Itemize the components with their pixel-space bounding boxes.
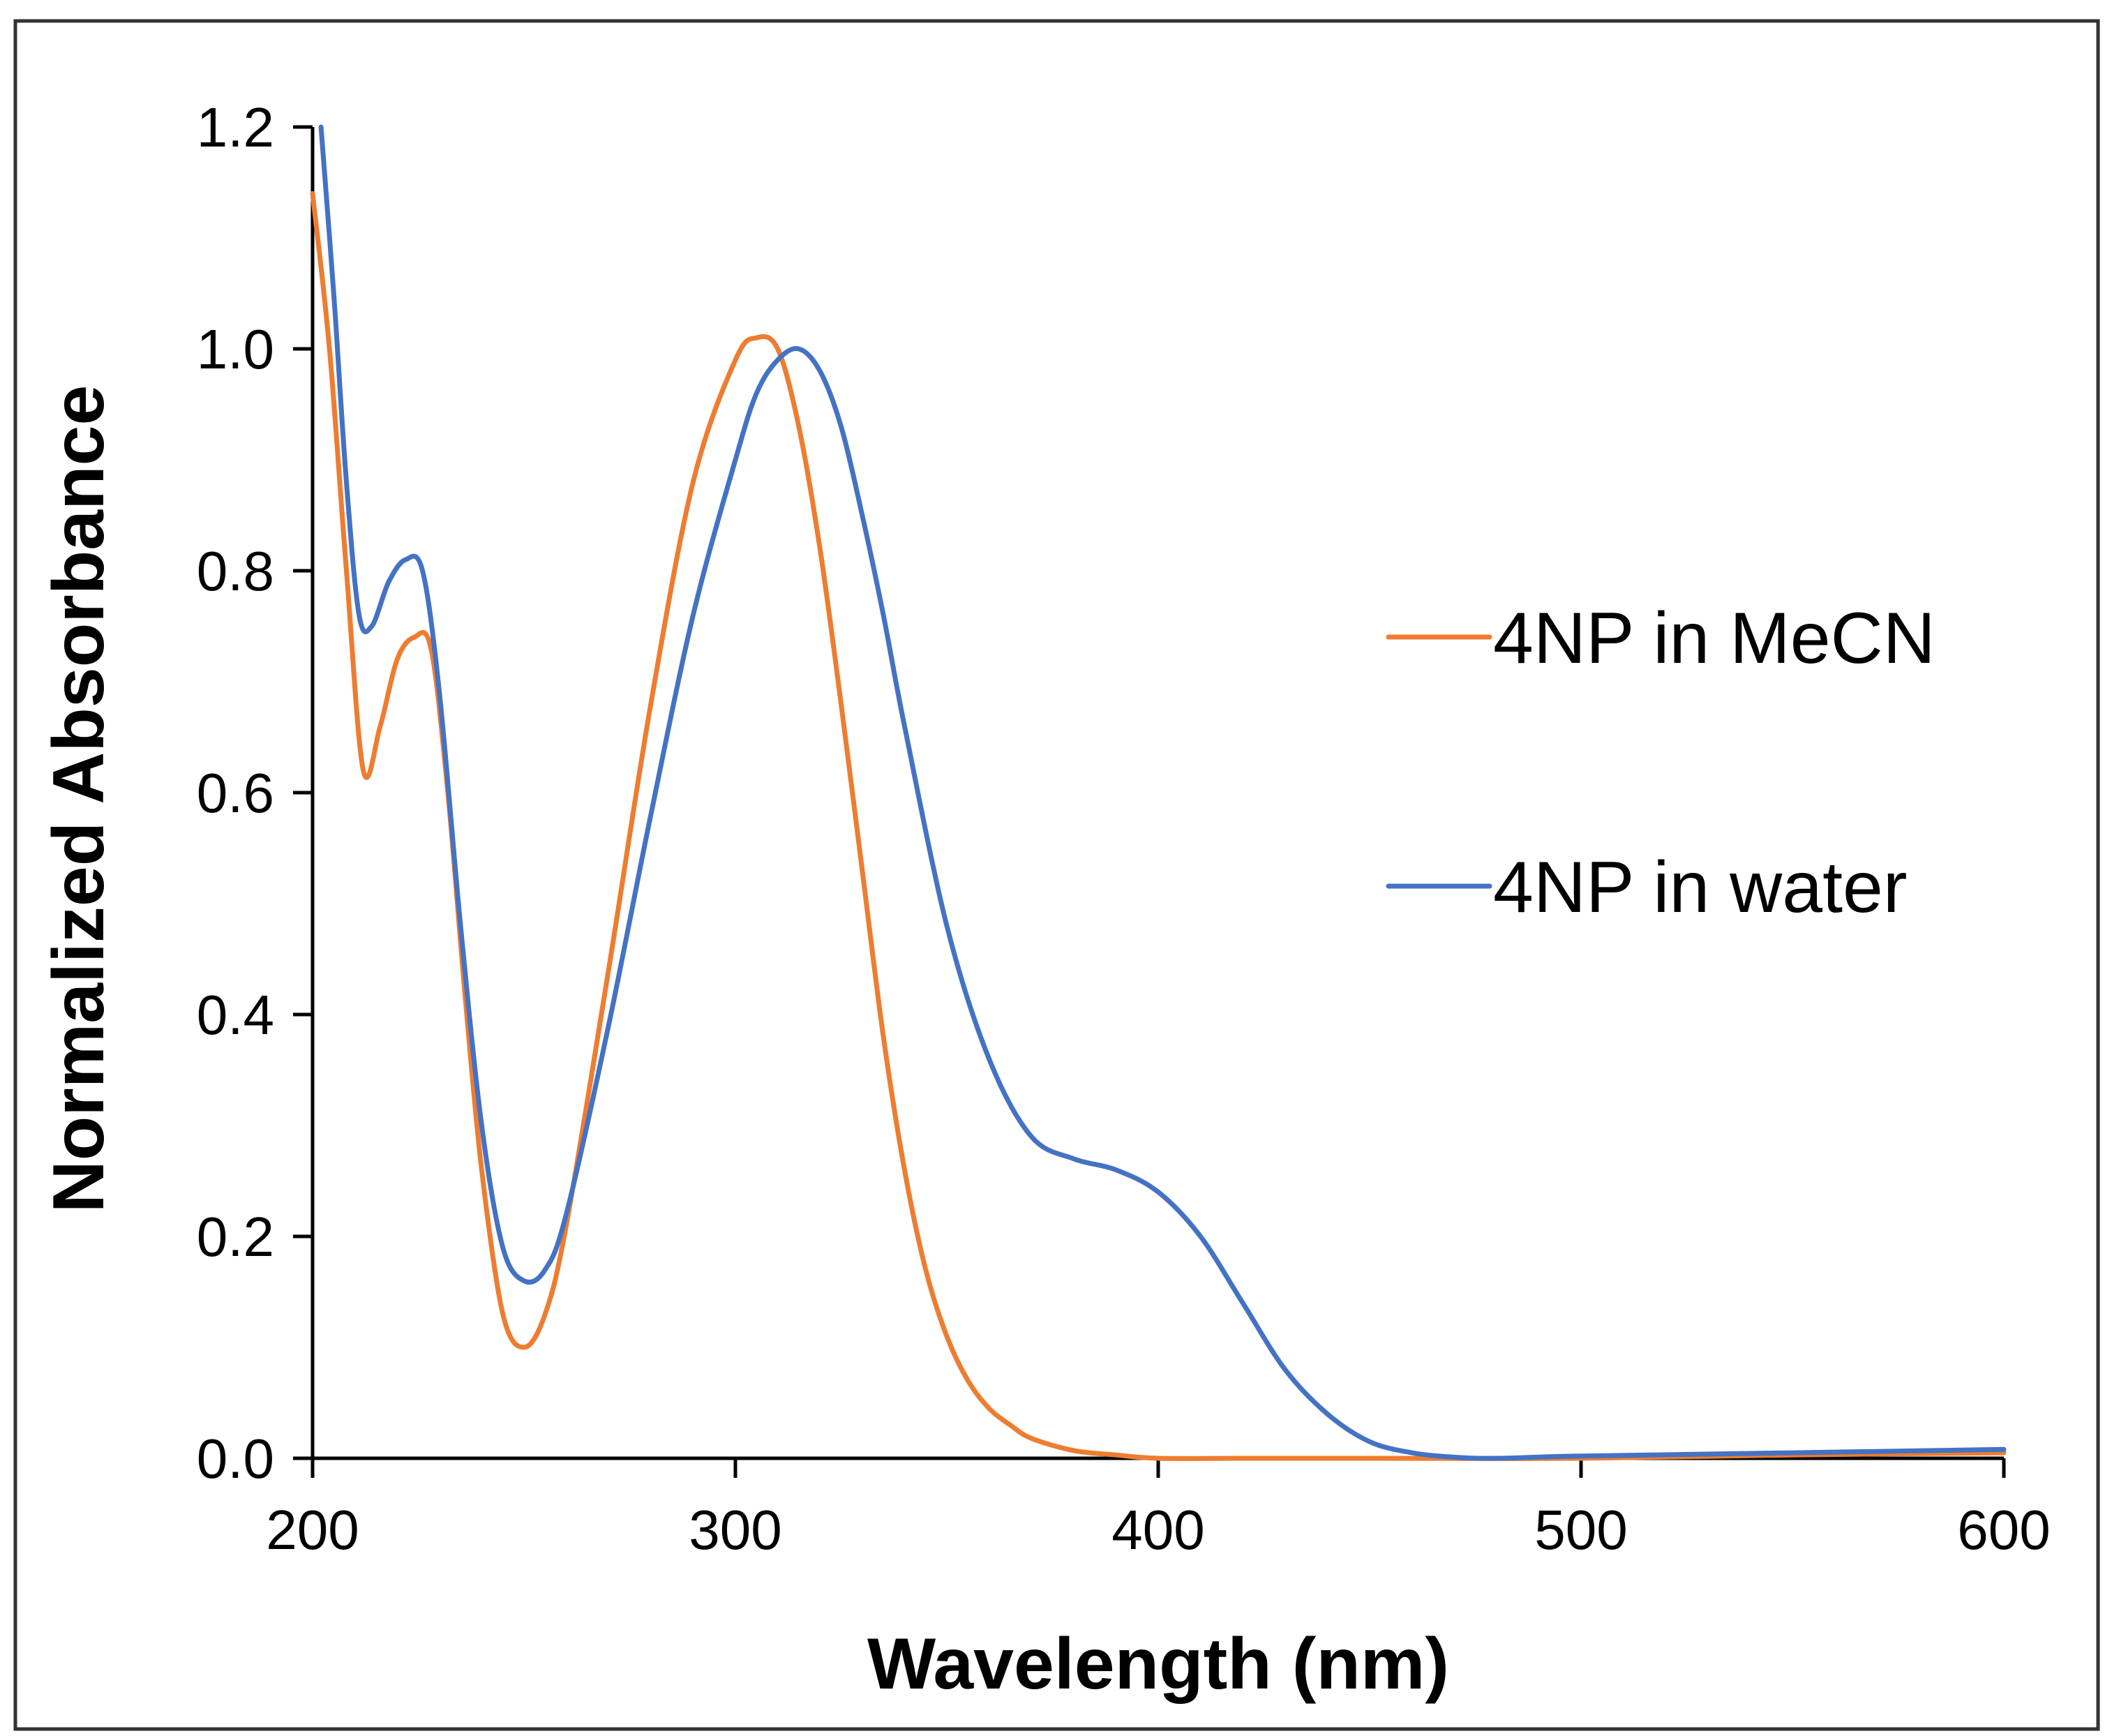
x-axis-title: Wavelength (nm) [867, 1624, 1449, 1705]
y-tick-labels: 0.0 0.2 0.4 0.6 0.8 1.0 1.2 [197, 96, 274, 1490]
y-tick-label: 0.8 [197, 540, 274, 602]
x-tick-label: 500 [1534, 1499, 1627, 1561]
y-tick-label: 0.2 [197, 1206, 274, 1268]
x-tick-label: 200 [266, 1499, 359, 1561]
y-tick-marks [293, 125, 313, 1460]
chart-border [13, 19, 2100, 1731]
legend: 4NP in MeCN 4NP in water [1386, 598, 1935, 928]
y-tick-label: 1.0 [197, 318, 274, 380]
x-tick-label: 300 [689, 1499, 781, 1561]
y-tick-label: 1.2 [197, 96, 274, 158]
x-tick-label: 400 [1111, 1499, 1204, 1561]
x-tick-label: 600 [1957, 1499, 2050, 1561]
series-line-mecn [310, 190, 2007, 1461]
series-group [310, 124, 2007, 1461]
legend-label-water: 4NP in water [1493, 847, 1907, 928]
y-tick-label: 0.0 [197, 1428, 274, 1490]
x-tick-marks [310, 1458, 2006, 1478]
y-tick-label: 0.4 [197, 984, 274, 1046]
y-axis-title: Normalized Absorbance [38, 385, 119, 1213]
x-tick-labels: 200 300 400 500 600 [266, 1499, 2050, 1561]
legend-label-mecn: 4NP in MeCN [1493, 598, 1935, 679]
series-line-water [318, 124, 2007, 1461]
y-tick-label: 0.6 [197, 762, 274, 824]
